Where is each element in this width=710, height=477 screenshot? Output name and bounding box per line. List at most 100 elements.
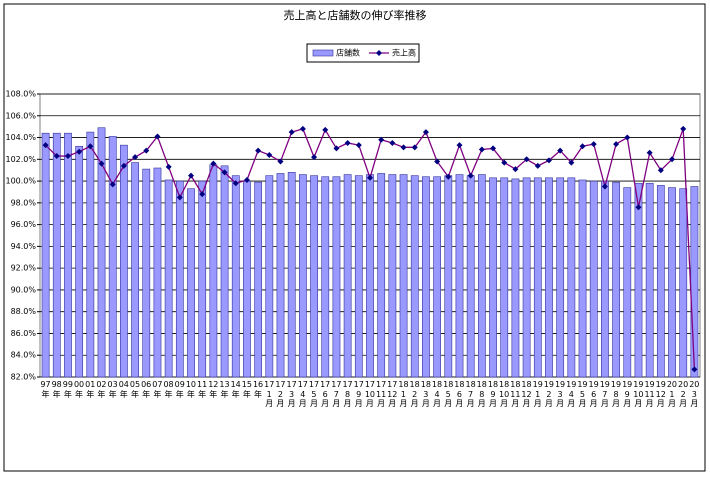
x-tick-label: 20 3 月	[689, 380, 700, 408]
marker	[344, 139, 351, 146]
x-tick-label: 01 年	[85, 380, 96, 399]
x-tick-label: 12 年	[208, 380, 219, 399]
bar	[220, 165, 229, 378]
x-tick-label: 17 11 月	[375, 380, 387, 408]
y-tick-label: 104.0%	[5, 133, 36, 142]
bar	[522, 177, 531, 378]
x-tick-label: 17 4 月	[297, 380, 308, 408]
y-tick-label: 84.0%	[11, 351, 37, 360]
x-tick-label: 19 2 月	[543, 380, 554, 408]
marker	[456, 142, 463, 149]
x-tick-label: 15 年	[241, 380, 252, 399]
marker	[76, 148, 83, 155]
bar	[120, 144, 128, 378]
x-tick-label: 17 3 月	[286, 380, 297, 408]
x-tick-label: 17 12 月	[387, 380, 398, 408]
y-tick-label: 96.0%	[11, 220, 37, 229]
bar	[276, 173, 285, 378]
bar	[299, 174, 307, 378]
legend-box	[306, 43, 420, 63]
x-tick-label: 18 4 月	[431, 380, 443, 408]
x-tick-label: 09 年	[174, 380, 185, 399]
x-tick-label: 05 年	[129, 380, 141, 399]
x-tick-label: 18 7 月	[465, 380, 476, 408]
bar	[489, 177, 497, 378]
legend-label: 店舗数	[336, 48, 360, 58]
marker	[255, 147, 262, 154]
bar	[388, 174, 397, 378]
marker	[333, 145, 340, 152]
bar	[422, 176, 430, 378]
x-tick-label: 18 2 月	[409, 380, 420, 408]
marker	[176, 194, 183, 201]
bar	[399, 174, 408, 378]
marker	[512, 166, 519, 173]
x-tick-label: 19 9 月	[622, 380, 633, 408]
bar	[153, 167, 162, 378]
x-tick-label: 97 年	[40, 380, 51, 399]
x-tick-label: 16 年	[252, 380, 264, 399]
x-tick-label: 13 年	[219, 380, 230, 399]
marker	[199, 191, 206, 198]
bar	[366, 174, 374, 378]
bar	[209, 164, 218, 378]
marker	[467, 172, 474, 179]
marker	[445, 173, 452, 180]
marker	[657, 167, 664, 174]
x-tick-label: 20 2 月	[678, 380, 689, 408]
marker	[669, 156, 676, 163]
y-tick-label: 88.0%	[11, 307, 37, 316]
y-tick-label: 94.0%	[11, 242, 37, 251]
bar	[567, 177, 576, 378]
x-tick-label: 14 年	[230, 380, 241, 399]
marker	[243, 176, 250, 183]
bar	[668, 187, 676, 378]
marker	[635, 204, 642, 211]
marker	[601, 183, 608, 190]
marker	[613, 141, 620, 148]
x-tick-label: 19 6 月	[588, 380, 599, 408]
marker	[42, 142, 49, 149]
bar	[287, 172, 296, 378]
marker	[411, 144, 418, 151]
bar	[108, 136, 117, 378]
bar	[601, 180, 609, 378]
marker	[624, 134, 631, 141]
x-tick-label: 00 年	[73, 380, 85, 399]
x-tick-label: 19 8 月	[610, 380, 622, 408]
marker	[232, 180, 239, 187]
bar	[578, 179, 587, 378]
marker	[545, 157, 552, 164]
marker	[87, 143, 94, 150]
bar	[410, 175, 419, 378]
marker	[165, 163, 172, 170]
marker	[590, 141, 597, 148]
y-tick-label: 106.0%	[5, 111, 36, 120]
bar	[690, 186, 699, 378]
marker	[53, 153, 60, 160]
x-tick-label: 18 3 月	[420, 380, 431, 408]
bar	[511, 178, 520, 378]
marker	[98, 160, 105, 167]
bar	[64, 132, 72, 378]
bar	[175, 180, 184, 378]
marker	[120, 162, 127, 169]
y-tick-label: 90.0%	[11, 285, 37, 294]
marker	[64, 153, 71, 160]
bar	[645, 182, 654, 378]
marker	[568, 159, 575, 166]
x-tick-label: 19 10 月	[633, 380, 644, 408]
y-tick-label: 108.0%	[5, 90, 36, 99]
x-tick-label: 11 年	[197, 380, 208, 399]
x-tick-label: 02 年	[96, 380, 107, 399]
bar	[455, 174, 464, 378]
bar	[433, 176, 441, 378]
x-tick-label: 19 4 月	[566, 380, 577, 408]
marker	[680, 125, 687, 132]
x-tick-label: 19 12 月	[655, 380, 666, 408]
marker	[154, 133, 161, 140]
marker	[367, 174, 373, 181]
marker	[378, 136, 385, 143]
bar	[477, 174, 486, 378]
